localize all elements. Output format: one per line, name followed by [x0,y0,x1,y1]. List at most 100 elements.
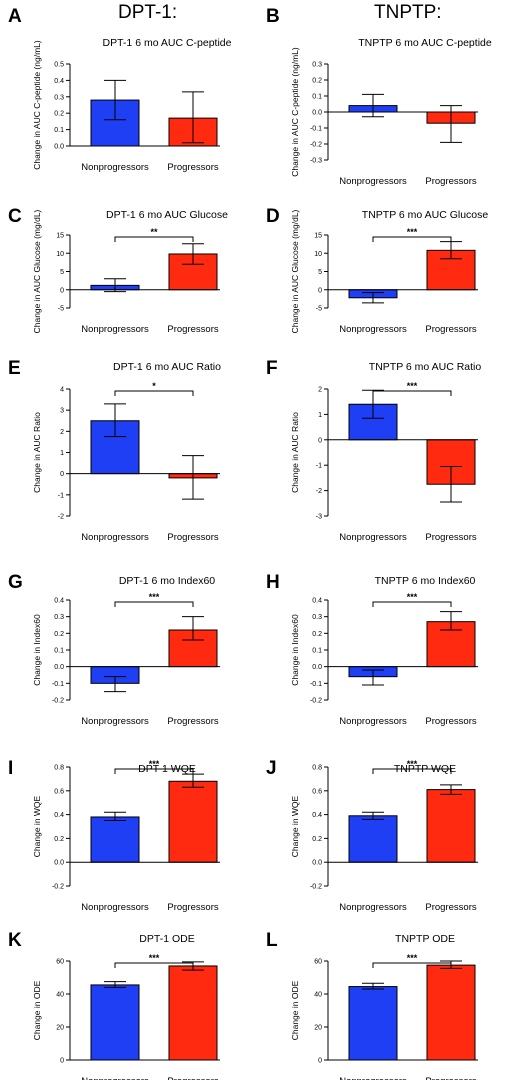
y-tick-label: 0.4 [312,598,322,605]
y-tick-label: 20 [314,1025,322,1032]
y-tick-label: 40 [56,992,64,999]
significance-bracket [372,601,452,607]
y-tick-label: -1 [316,463,322,470]
y-tick-label: -0.1 [310,126,322,133]
column-header-left: DPT-1: [118,2,178,23]
y-tick-label: 0 [60,471,64,478]
y-tick-label: 0.2 [54,631,64,638]
y-tick-label: 4 [60,387,64,394]
y-tick-label: 5 [318,269,322,276]
x-tick-label: Nonprogressors [339,532,407,543]
chart-title: DPT-1 6 mo AUC Glucose [106,209,228,221]
significance-bracket [372,236,452,242]
y-tick-label: 0.0 [54,860,64,867]
y-tick-label: -3 [316,514,322,521]
x-tick-label: Progressors [425,1076,476,1080]
y-axis-label: Change in AUC Ratio [32,412,42,493]
x-tick-label: Progressors [167,716,218,727]
significance-bracket [372,962,452,968]
y-tick-label: -5 [316,306,322,313]
bar-progressors [168,965,218,1061]
y-tick-label: 5 [60,269,64,276]
y-tick-label: -2 [58,514,64,521]
chart-title: DPT-1 6 mo AUC Ratio [113,361,221,373]
x-tick-label: Nonprogressors [81,902,149,913]
x-tick-label: Progressors [167,162,218,173]
y-axis-label: Change in WQE [290,795,300,857]
panel-letter: C [8,206,22,227]
chart-title: DPT-1 ODE [139,933,194,945]
y-tick-label: 0.1 [312,94,322,101]
y-tick-label: 0 [318,287,322,294]
y-axis-label: Change in Index60 [290,614,300,686]
y-tick-label: 0.0 [312,110,322,117]
panel-letter: I [8,758,13,779]
bar-progressors [426,964,476,1061]
x-tick-label: Nonprogressors [81,716,149,727]
significance-marker: * [152,381,156,391]
x-tick-label: Progressors [167,324,218,335]
y-tick-label: 0.3 [54,614,64,621]
y-tick-label: 2 [318,387,322,394]
significance-bracket [372,768,452,774]
x-tick-label: Nonprogressors [339,902,407,913]
significance-bracket [114,390,194,396]
chart-title: TNPTP ODE [395,933,455,945]
significance-marker: *** [407,227,418,237]
panel-letter: K [8,930,22,951]
y-tick-label: 0.3 [312,614,322,621]
panel-letter: E [8,358,21,379]
significance-marker: *** [149,592,160,602]
x-tick-label: Nonprogressors [339,176,407,187]
y-tick-label: 0.0 [312,664,322,671]
column-header-right: TNPTP: [374,2,442,23]
y-tick-label: 0.8 [54,765,64,772]
y-tick-label: 10 [56,251,64,258]
y-tick-label: 15 [56,233,64,240]
panel-letter: A [8,6,22,27]
y-tick-label: -0.2 [310,142,322,149]
y-axis-label: Change in AUC Glucose (mg/dL) [32,209,42,333]
y-tick-label: 0.6 [54,788,64,795]
significance-marker: *** [149,759,160,769]
y-tick-label: 15 [314,233,322,240]
y-axis-label: Change in AUC Glucose (mg/dL) [290,209,300,333]
significance-bracket [114,601,194,607]
bar-progressors [426,789,476,863]
y-tick-label: 10 [314,251,322,258]
chart-title: DPT-1 6 mo AUC C-peptide [103,37,232,49]
y-axis-label: Change in ODE [32,980,42,1040]
y-tick-label: 0.0 [54,664,64,671]
y-axis-label: Change in ODE [290,980,300,1040]
y-tick-label: 0.0 [312,860,322,867]
y-tick-label: -0.3 [310,158,322,165]
x-tick-label: Nonprogressors [339,716,407,727]
y-axis-label: Change in WQE [32,795,42,857]
y-tick-label: 0.1 [54,127,64,134]
y-tick-label: 0.3 [312,62,322,69]
x-tick-label: Nonprogressors [339,324,407,335]
y-tick-label: 0.2 [54,836,64,843]
panel-letter: G [8,572,23,593]
y-tick-label: 0.3 [54,94,64,101]
y-tick-label: 0.2 [54,111,64,118]
bar-nonprogressors [90,984,140,1061]
x-tick-label: Progressors [167,532,218,543]
x-tick-label: Progressors [425,532,476,543]
y-axis-label: Change in Index60 [32,614,42,686]
x-tick-label: Progressors [167,902,218,913]
y-tick-label: 0 [318,1058,322,1065]
y-tick-label: 60 [314,959,322,966]
x-tick-label: Nonprogressors [339,1076,407,1080]
significance-marker: *** [407,953,418,963]
y-tick-label: 0.4 [54,598,64,605]
y-tick-label: -0.1 [310,681,322,688]
y-tick-label: -0.1 [52,681,64,688]
bar-nonprogressors [348,815,398,863]
panel-letter: L [266,930,278,951]
y-tick-label: 3 [60,408,64,415]
significance-marker: ** [150,227,158,237]
panel-letter: F [266,358,278,379]
y-axis-label: Change in AUC C-peptide (ng/mL) [290,47,300,177]
